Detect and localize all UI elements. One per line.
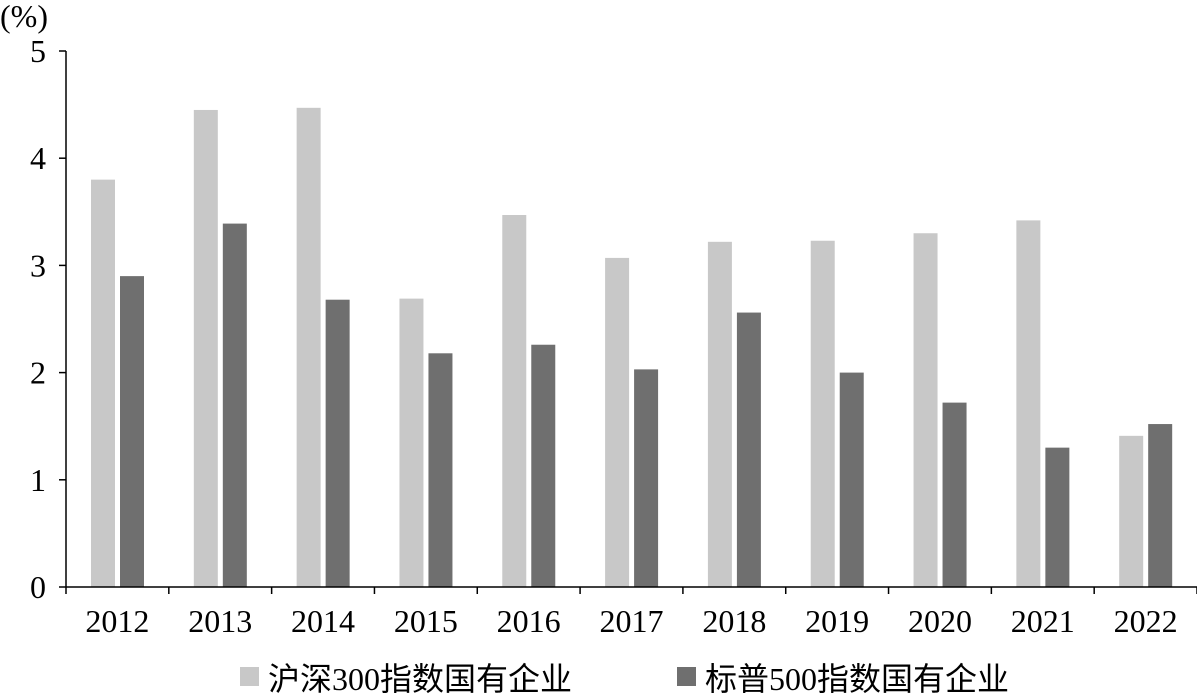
bar-series1-2019 [810, 240, 835, 587]
axes-group: 0 1 2 3 4 5 2012 2013 2014 2015 2016 2017 2018 2019 20… [30, 33, 1197, 639]
bars-group [91, 107, 1173, 588]
bar-series2-2017 [634, 369, 659, 587]
bar-series1-2018 [707, 241, 732, 588]
bar-series2-2013 [222, 223, 247, 588]
bar-series2-2022 [1148, 424, 1173, 587]
legend-label-series2: 标普500指数国有企业 [705, 661, 1009, 697]
bar-series1-2012 [91, 179, 115, 587]
bar-series2-2021 [1045, 447, 1070, 587]
y-tick-label-2: 2 [30, 355, 46, 391]
legend-label-series1: 沪深300指数国有企业 [268, 661, 572, 697]
x-tick-label-2017: 2017 [600, 603, 664, 639]
y-unit-label: (%) [0, 0, 48, 34]
bar-series2-2016 [531, 344, 556, 587]
x-tick-label-2012: 2012 [85, 603, 149, 639]
bar-series1-2020 [913, 233, 938, 588]
x-tick-label-2019: 2019 [805, 603, 869, 639]
bar-series2-2012 [120, 276, 144, 587]
x-tick-label-2018: 2018 [702, 603, 766, 639]
y-tick-label-4: 4 [30, 140, 46, 176]
bar-series2-2015 [428, 353, 453, 587]
bar-series2-2019 [839, 372, 864, 587]
legend: 沪深300指数国有企业 标普500指数国有企业 [240, 661, 1009, 697]
x-tick-label-2013: 2013 [188, 603, 252, 639]
bar-series1-2021 [1016, 220, 1041, 587]
bar-series1-2013 [193, 109, 218, 588]
y-tick-label-0: 0 [30, 569, 46, 605]
x-tick-label-2015: 2015 [394, 603, 458, 639]
x-tick-label-2022: 2022 [1114, 603, 1178, 639]
legend-swatch-series2 [677, 667, 696, 686]
bar-series1-2014 [296, 107, 321, 587]
x-tick-label-2020: 2020 [908, 603, 972, 639]
x-tick-label-2014: 2014 [291, 603, 355, 639]
bar-series1-2017 [605, 257, 630, 587]
bar-series2-2014 [325, 299, 350, 587]
y-tick-label-5: 5 [30, 33, 46, 69]
bar-series1-2016 [502, 215, 527, 588]
x-tick-label-2021: 2021 [1011, 603, 1075, 639]
y-tick-label-1: 1 [30, 462, 46, 498]
bar-series1-2015 [399, 298, 424, 587]
bar-series2-2020 [942, 402, 967, 587]
x-tick-label-2016: 2016 [497, 603, 561, 639]
y-tick-label-3: 3 [30, 247, 46, 283]
bar-series2-2018 [736, 312, 761, 587]
legend-swatch-series1 [240, 667, 259, 686]
bar-series1-2022 [1119, 435, 1144, 587]
